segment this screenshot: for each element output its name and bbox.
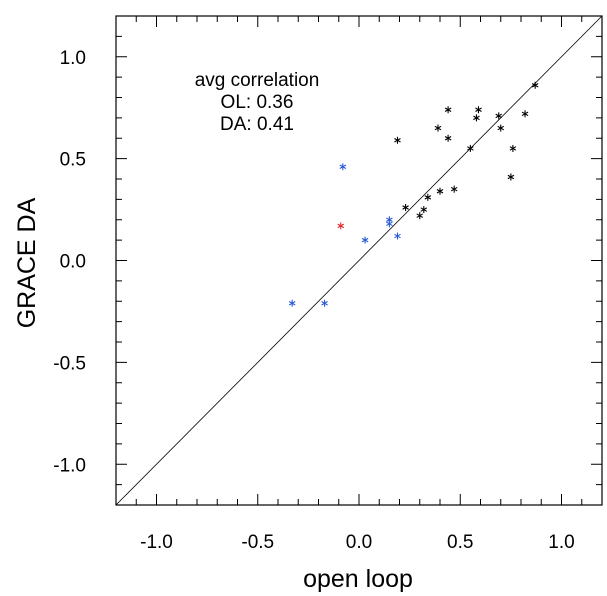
x-tick-label: 0.5 <box>447 532 473 553</box>
identity-line <box>115 15 603 506</box>
data-point <box>475 106 482 114</box>
data-point <box>402 204 409 212</box>
data-point <box>321 299 328 307</box>
data-point <box>467 144 474 152</box>
tick-labels: -1.0 -0.5 0.0 0.5 1.0 -1.0 -0.5 0.0 0.5 1.0 <box>53 48 574 553</box>
data-point <box>424 193 432 201</box>
data-point <box>509 144 517 152</box>
data-point <box>394 136 401 144</box>
data-point <box>473 114 480 122</box>
data-point <box>339 163 347 171</box>
x-tick-label: -0.5 <box>241 532 274 553</box>
y-axis-title: GRACE DA <box>13 197 41 328</box>
x-tick-label: 0.0 <box>346 532 372 553</box>
data-point <box>420 206 428 214</box>
data-point <box>386 220 393 228</box>
x-tick-label: -1.0 <box>140 532 173 553</box>
x-tick-label: 1.0 <box>548 532 574 553</box>
y-tick-label: 0.5 <box>60 150 86 171</box>
annotation-line-3: DA: 0.41 <box>220 114 294 135</box>
data-points <box>288 81 539 307</box>
annotation-line-1: avg correlation <box>195 70 320 91</box>
data-point <box>450 185 458 193</box>
data-point <box>434 124 442 132</box>
data-point <box>531 81 539 89</box>
data-point <box>361 236 369 244</box>
data-point <box>337 222 345 230</box>
y-tick-label: 0.0 <box>60 252 86 273</box>
data-point <box>444 106 452 114</box>
data-point <box>288 299 296 307</box>
data-point <box>444 134 452 142</box>
data-point <box>436 187 444 195</box>
data-point <box>394 232 401 240</box>
data-point <box>416 212 424 220</box>
axis-ticks <box>116 16 602 505</box>
y-tick-label: 1.0 <box>60 48 86 69</box>
data-point <box>521 110 529 118</box>
data-point <box>495 112 503 120</box>
data-point <box>507 173 515 181</box>
y-tick-label: -1.0 <box>53 455 86 476</box>
y-tick-label: -0.5 <box>53 353 86 374</box>
x-axis-title: open loop <box>303 565 413 593</box>
annotation-line-2: OL: 0.36 <box>221 92 294 113</box>
data-point <box>497 124 505 132</box>
